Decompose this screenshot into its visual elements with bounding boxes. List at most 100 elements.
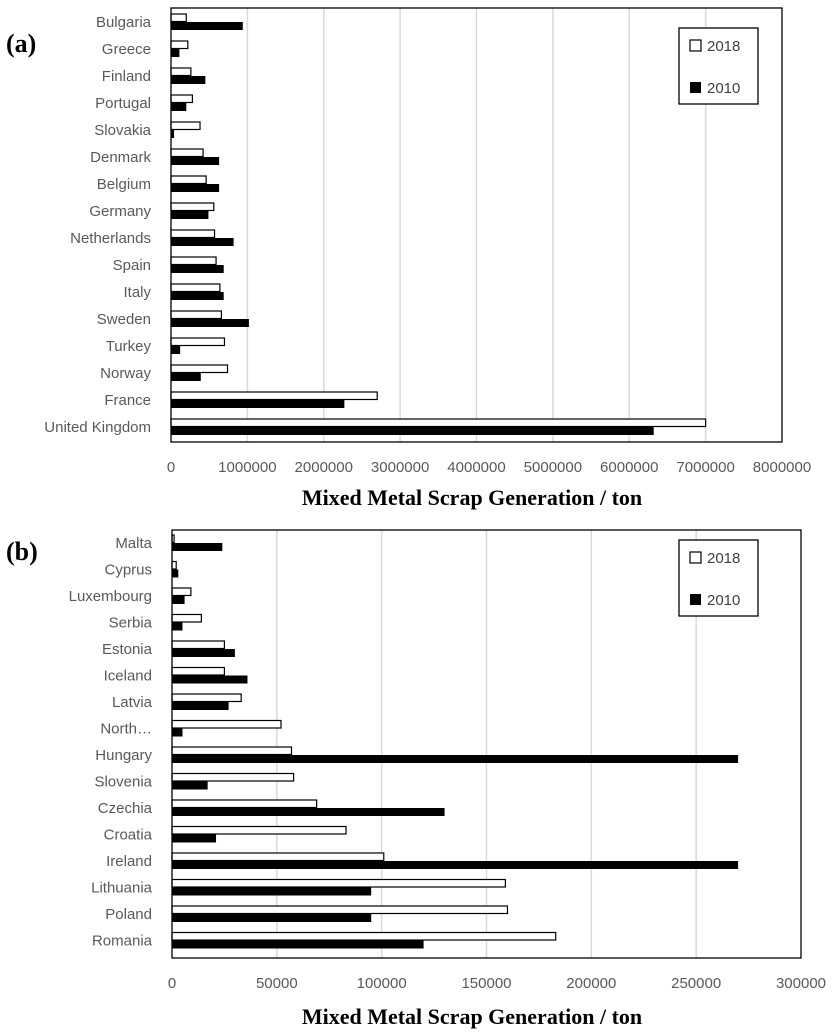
panel-b-bar-2010 bbox=[172, 675, 248, 684]
panel-a-category-label: Belgium bbox=[97, 176, 151, 193]
panel-b-bar-2010 bbox=[172, 808, 445, 816]
panel-a-x-tick-label: 1000000 bbox=[218, 459, 276, 476]
panel-a-bar-2018 bbox=[170, 148, 204, 158]
panel-b-x-tick-labels: 0 50000 100000 150000 200000 250000 300000 bbox=[168, 975, 826, 992]
panel-a-legend: 2018 2010 bbox=[678, 27, 759, 105]
panel-b-bar-2010 bbox=[172, 834, 217, 843]
panel-a-bars bbox=[170, 13, 707, 435]
panel-a-bar-2010 bbox=[171, 427, 654, 435]
panel-b: (b) Malta Cyprus Luxembourg Serbia Estonia Ic… bbox=[6, 529, 826, 1029]
panel-a-bar-2010 bbox=[171, 130, 175, 138]
panel-a-category-label: United Kingdom bbox=[44, 419, 151, 436]
panel-b-category-label: Malta bbox=[115, 535, 152, 552]
panel-b-bar-2010 bbox=[172, 781, 208, 790]
panel-b-x-tick-label: 250000 bbox=[671, 975, 721, 992]
panel-b-category-label: Latvia bbox=[112, 694, 153, 711]
panel-a-category-label: Norway bbox=[100, 365, 151, 382]
panel-b-category-label: Cyprus bbox=[104, 562, 152, 579]
panel-a-x-tick-label: 0 bbox=[167, 459, 175, 476]
panel-b-bar-2018 bbox=[171, 587, 192, 597]
panel-b-bar-2018 bbox=[171, 613, 202, 623]
panel-b-bar-2018 bbox=[171, 666, 226, 676]
panel-b-category-label: Poland bbox=[105, 906, 152, 923]
panel-b-x-tick-label: 200000 bbox=[566, 975, 616, 992]
panel-a-category-label: Sweden bbox=[97, 311, 151, 328]
panel-a-x-tick-label: 4000000 bbox=[447, 459, 505, 476]
panel-a-x-tick-label: 7000000 bbox=[676, 459, 734, 476]
panel-a-bar-2010 bbox=[171, 49, 180, 57]
panel-a-bar-2018 bbox=[170, 229, 216, 239]
panel-a-bar-2018 bbox=[170, 364, 229, 374]
panel-a-legend-swatch-2018 bbox=[689, 39, 702, 52]
panel-b-bar-2018 bbox=[171, 640, 226, 650]
panel-a-category-labels: Bulgaria Greece Finland Portugal Slovakia Den… bbox=[44, 14, 151, 436]
panel-a-bar-2018 bbox=[170, 121, 201, 131]
panel-b-bar-2010 bbox=[172, 914, 372, 922]
panel-a-legend-swatch-2010 bbox=[690, 82, 701, 93]
panel-a-gridlines bbox=[246, 8, 707, 442]
panel-a-x-tick-label: 3000000 bbox=[371, 459, 429, 476]
panel-b-category-label: Slovenia bbox=[94, 774, 152, 791]
panel-b-category-label: Lithuania bbox=[91, 880, 153, 897]
panel-a-bar-2018 bbox=[170, 40, 189, 50]
panel-b-bar-2018 bbox=[171, 878, 506, 888]
panel-b-bars bbox=[171, 534, 739, 949]
panel-b-category-label: Luxembourg bbox=[69, 588, 152, 605]
panel-b-category-label: Croatia bbox=[104, 827, 153, 844]
panel-b-legend-swatch-2018 bbox=[689, 551, 702, 564]
panel-a-x-tick-label: 8000000 bbox=[753, 459, 811, 476]
panel-a-bar-2010 bbox=[171, 400, 345, 408]
panel-a-legend-label-2010: 2010 bbox=[707, 80, 740, 97]
panel-a-category-label: Germany bbox=[89, 203, 151, 220]
panel-a-label: (a) bbox=[6, 29, 36, 58]
panel-b-category-labels: Malta Cyprus Luxembourg Serbia Estonia Icelan… bbox=[69, 535, 153, 950]
panel-b-bar-2010 bbox=[172, 543, 223, 551]
panel-a-category-label: Netherlands bbox=[70, 230, 151, 247]
panel-b-bar-2010 bbox=[172, 569, 179, 578]
panel-b-bar-2010 bbox=[172, 622, 183, 631]
panel-b-bar-2018 bbox=[171, 931, 557, 941]
panel-b-category-label: Ireland bbox=[106, 853, 152, 870]
panel-a-bar-2018 bbox=[170, 337, 226, 347]
panel-b-category-label: Estonia bbox=[102, 641, 153, 658]
panel-b-bar-2010 bbox=[172, 649, 235, 657]
panel-b-category-label: Hungary bbox=[95, 747, 152, 764]
panel-b-bar-2010 bbox=[172, 861, 739, 869]
panel-b-x-tick-label: 150000 bbox=[461, 975, 511, 992]
panel-b-x-tick-label: 50000 bbox=[256, 975, 298, 992]
panel-a-bar-2018 bbox=[170, 418, 707, 428]
panel-a-bar-2018 bbox=[170, 391, 378, 401]
panel-b-category-label: Czechia bbox=[98, 800, 153, 817]
panel-a-bar-2010 bbox=[171, 319, 249, 327]
panel-a-category-label: Denmark bbox=[90, 149, 151, 166]
panel-b-category-label: Iceland bbox=[104, 668, 152, 685]
panel-b-bar-2018 bbox=[171, 693, 242, 703]
panel-b-category-label: North… bbox=[100, 721, 152, 738]
panel-b-bar-2010 bbox=[172, 728, 183, 737]
panel-a-bar-2010 bbox=[171, 184, 220, 192]
panel-a-category-label: Bulgaria bbox=[96, 14, 152, 31]
panel-a-category-label: Turkey bbox=[106, 338, 152, 355]
panel-a-category-label: Portugal bbox=[95, 95, 151, 112]
panel-a-x-tick-label: 6000000 bbox=[600, 459, 658, 476]
panel-a-bar-2018 bbox=[170, 13, 187, 23]
panel-b-bar-2010 bbox=[172, 755, 739, 763]
panel-a-x-axis-title: Mixed Metal Scrap Generation / ton bbox=[302, 485, 642, 510]
panel-a-category-label: Italy bbox=[123, 284, 151, 301]
panel-a-bar-2010 bbox=[171, 265, 224, 273]
panel-b-x-axis-title: Mixed Metal Scrap Generation / ton bbox=[302, 1004, 642, 1029]
panel-b-bar-2018 bbox=[171, 719, 282, 729]
panel-a-bar-2010 bbox=[171, 238, 234, 246]
panel-b-legend: 2018 2010 bbox=[678, 539, 759, 617]
panel-b-bar-2010 bbox=[172, 887, 372, 896]
panel-a-bar-2018 bbox=[170, 175, 207, 185]
panel-b-category-label: Romania bbox=[92, 933, 153, 950]
panel-a-category-label: France bbox=[104, 392, 151, 409]
panel-a-category-label: Finland bbox=[102, 68, 151, 85]
panel-a-x-tick-labels: 0 1000000 2000000 3000000 4000000 5000000 6000… bbox=[167, 459, 811, 476]
panel-a-bar-2010 bbox=[171, 157, 220, 165]
panel-b-bar-2010 bbox=[172, 940, 424, 949]
panel-a-bar-2018 bbox=[170, 310, 223, 320]
panel-b-legend-label-2018: 2018 bbox=[707, 550, 740, 567]
panel-a-x-tick-label: 2000000 bbox=[295, 459, 353, 476]
